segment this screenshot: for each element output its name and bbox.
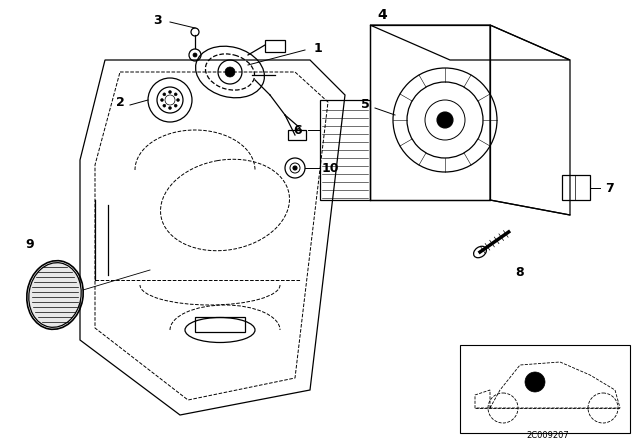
Circle shape [437,112,453,128]
Text: 9: 9 [26,238,35,251]
Circle shape [174,93,177,96]
Text: 6: 6 [294,124,302,137]
Bar [288,130,306,140]
Text: 2C009207: 2C009207 [527,431,570,439]
Text: 2: 2 [116,96,124,109]
Circle shape [193,53,197,57]
Circle shape [525,372,545,392]
Text: 8: 8 [516,266,524,279]
Circle shape [163,93,166,96]
Text: 7: 7 [605,181,614,194]
Circle shape [225,67,235,77]
Text: 1: 1 [314,42,323,55]
Text: 5: 5 [360,99,369,112]
Circle shape [290,163,300,173]
Bar [460,345,630,433]
Circle shape [168,90,172,94]
Circle shape [168,107,172,109]
Text: 10: 10 [321,161,339,175]
Bar [265,40,285,52]
Circle shape [161,99,163,102]
Text: 4: 4 [377,8,387,22]
Circle shape [293,166,297,170]
Ellipse shape [29,263,81,327]
Text: 3: 3 [154,13,163,26]
Circle shape [174,104,177,107]
Circle shape [163,104,166,107]
Circle shape [177,99,179,102]
Bar [195,317,245,332]
